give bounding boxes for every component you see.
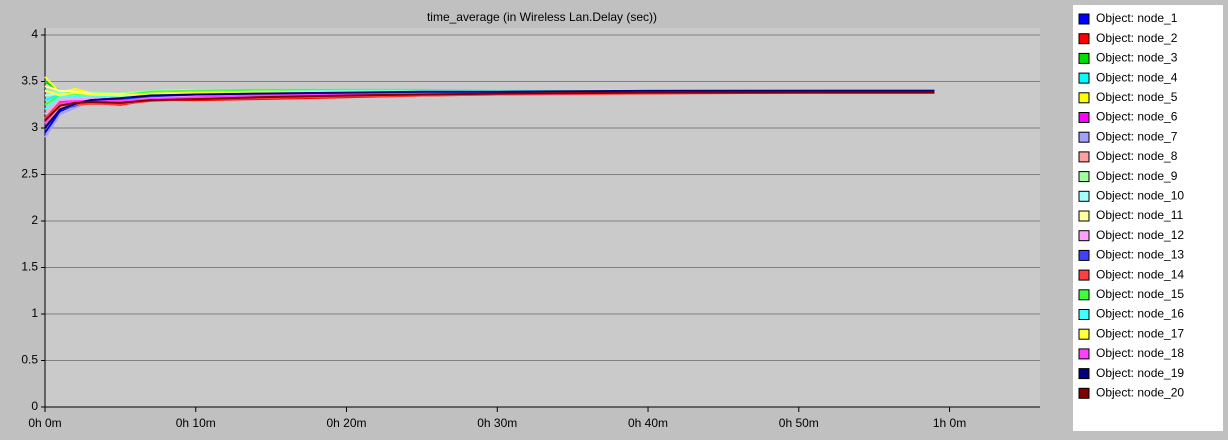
legend-label: Object: node_7 (1096, 129, 1178, 143)
x-tick-label: 0h 10m (176, 416, 216, 430)
x-tick-label: 0h 20m (326, 416, 366, 430)
legend-label: Object: node_6 (1096, 110, 1178, 124)
legend-swatch (1078, 13, 1090, 25)
legend-swatch (1078, 72, 1090, 84)
legend-label: Object: node_8 (1096, 149, 1178, 163)
legend-label: Object: node_20 (1096, 385, 1184, 399)
legend-label: Object: node_4 (1096, 70, 1178, 84)
legend-swatch (1078, 328, 1090, 340)
legend-label: Object: node_3 (1096, 51, 1178, 65)
legend-label: Object: node_10 (1096, 188, 1184, 202)
x-tick-label: 0h 0m (28, 416, 61, 430)
legend-swatch (1078, 52, 1090, 64)
legend-swatch (1078, 230, 1090, 242)
legend-swatch (1078, 92, 1090, 104)
legend-swatch (1078, 289, 1090, 301)
legend-swatch (1078, 309, 1090, 320)
legend-label: Object: node_9 (1096, 169, 1178, 183)
y-tick-label: 0 (31, 399, 38, 413)
legend-swatch (1078, 210, 1090, 222)
series-line (44, 91, 935, 122)
y-tick-label: 3.5 (21, 74, 38, 88)
legend-label: Object: node_11 (1096, 208, 1184, 222)
legend-label: Object: node_17 (1096, 326, 1184, 340)
legend-panel (1073, 5, 1223, 431)
legend-label: Object: node_12 (1096, 228, 1184, 242)
y-tick-label: 3 (31, 120, 38, 134)
y-tick-label: 2.5 (21, 167, 38, 181)
plot-area (45, 28, 1040, 407)
legend-swatch (1078, 348, 1090, 360)
chart-title: time_average (in Wireless Lan.Delay (sec… (427, 10, 657, 24)
legend-swatch (1078, 171, 1090, 183)
legend-swatch (1078, 112, 1090, 123)
legend-swatch (1078, 190, 1090, 202)
legend-label: Object: node_5 (1096, 90, 1178, 104)
legend-swatch (1078, 387, 1090, 399)
x-tick-label: 0h 50m (779, 416, 819, 430)
x-tick-label: 0h 40m (628, 416, 668, 430)
legend-swatch (1078, 368, 1090, 380)
y-tick-label: 1.5 (21, 260, 38, 274)
legend-label: Object: node_14 (1096, 267, 1184, 281)
legend-label: Object: node_15 (1096, 287, 1184, 301)
legend-swatch (1078, 131, 1090, 143)
legend-swatch (1078, 249, 1090, 261)
legend-label: Object: node_18 (1096, 346, 1184, 360)
legend-swatch (1078, 33, 1090, 45)
legend-label: Object: node_16 (1096, 307, 1184, 321)
x-tick-label: 1h 0m (933, 416, 966, 430)
y-tick-label: 0.5 (21, 353, 38, 367)
legend-label: Object: node_13 (1096, 248, 1184, 262)
legend-label: Object: node_2 (1096, 31, 1178, 45)
x-tick-label: 0h 30m (477, 416, 517, 430)
legend-label: Object: node_1 (1096, 11, 1178, 25)
legend-swatch (1078, 151, 1090, 163)
y-tick-label: 4 (31, 27, 38, 41)
legend-label: Object: node_19 (1096, 366, 1184, 380)
y-tick-label: 2 (31, 213, 38, 227)
y-tick-label: 1 (31, 306, 38, 320)
legend-swatch (1078, 269, 1090, 281)
